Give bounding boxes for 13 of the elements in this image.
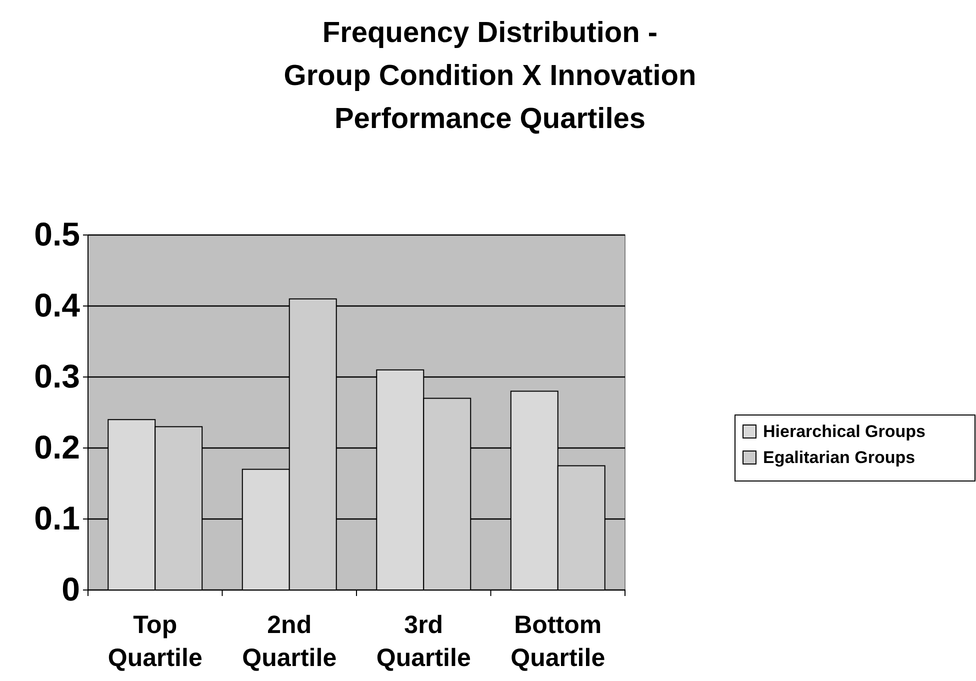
y-tick-label: 0: [62, 570, 80, 608]
y-tick-label: 0.2: [34, 428, 80, 466]
chart-title: Frequency Distribution - Group Condition X Innovation Performance Quartiles: [284, 17, 696, 135]
x-tick-label: Top Quartile: [108, 611, 202, 672]
y-tick-label: 0.3: [34, 358, 80, 395]
legend-label: Hierarchical Groups: [763, 422, 926, 441]
x-tick-label: 2nd Quartile: [242, 611, 337, 672]
x-tick-label: Bottom Quartile: [510, 611, 606, 672]
legend-label: Egalitarian Groups: [763, 448, 916, 467]
x-tick-label: 3rd Quartile: [376, 611, 471, 672]
y-tick-label: 0.4: [34, 286, 81, 324]
y-tick-label: 0.5: [34, 216, 80, 253]
y-tick-label: 0.1: [34, 500, 80, 537]
